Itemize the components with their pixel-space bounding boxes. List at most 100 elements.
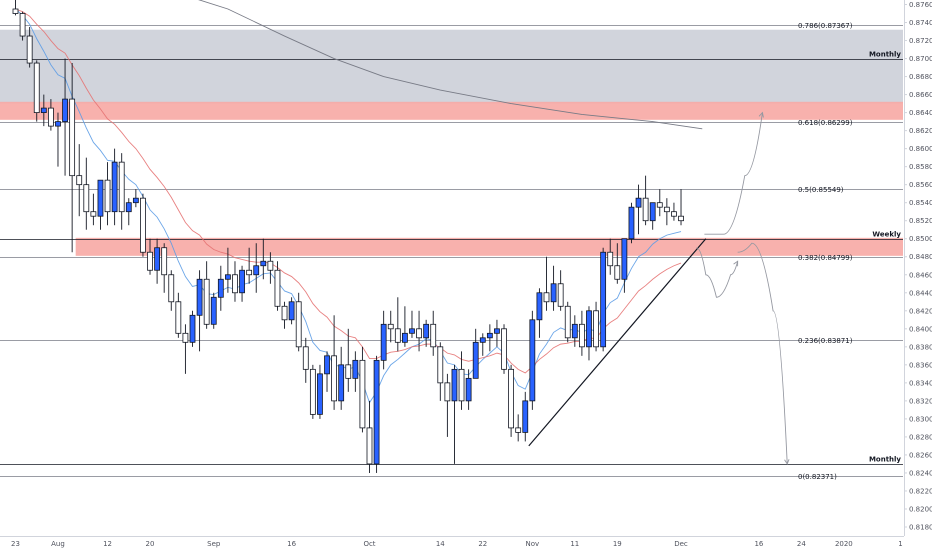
candle[interactable] (550, 265, 557, 311)
candle[interactable] (614, 243, 621, 284)
candle[interactable] (366, 400, 373, 473)
candle[interactable] (125, 198, 132, 226)
candle[interactable] (486, 324, 493, 352)
candle[interactable] (111, 148, 118, 226)
candle[interactable] (600, 247, 607, 352)
candle[interactable] (182, 324, 189, 374)
candle[interactable] (380, 310, 387, 370)
candle[interactable] (557, 270, 564, 311)
candle[interactable] (26, 27, 33, 68)
candle[interactable] (274, 261, 281, 311)
candle[interactable] (267, 252, 274, 284)
candle[interactable] (281, 301, 288, 329)
candle[interactable] (387, 310, 394, 343)
candle[interactable] (678, 189, 684, 226)
candle[interactable] (104, 162, 111, 226)
candle[interactable] (217, 265, 224, 311)
candle[interactable] (154, 238, 161, 284)
candle[interactable] (90, 193, 97, 226)
candle[interactable] (437, 342, 444, 401)
candle[interactable] (579, 310, 585, 356)
candle[interactable] (338, 346, 345, 410)
candle[interactable] (168, 270, 175, 311)
candle[interactable] (671, 202, 677, 221)
candle[interactable] (501, 324, 507, 374)
candle[interactable] (118, 153, 125, 230)
candle[interactable] (55, 112, 61, 167)
candle[interactable] (465, 369, 472, 410)
candle[interactable] (394, 297, 401, 352)
candle[interactable] (33, 60, 40, 122)
candle[interactable] (522, 391, 529, 442)
candle-body-bearish (656, 202, 663, 208)
candle[interactable] (161, 243, 168, 293)
candle[interactable] (472, 328, 479, 379)
candle[interactable] (543, 256, 550, 311)
candle[interactable] (564, 301, 571, 343)
candle[interactable] (97, 179, 104, 230)
candle[interactable] (593, 301, 599, 352)
candle[interactable] (324, 351, 330, 392)
candle[interactable] (373, 355, 380, 473)
candle[interactable] (210, 292, 217, 329)
candle[interactable] (416, 310, 422, 352)
ascending-trendline[interactable] (528, 238, 707, 447)
candle[interactable] (571, 315, 578, 347)
candle[interactable] (529, 310, 536, 410)
candle[interactable] (288, 297, 295, 325)
candle[interactable] (409, 310, 415, 338)
candle[interactable] (224, 247, 231, 293)
candle[interactable] (147, 238, 153, 275)
candle[interactable] (12, 0, 19, 16)
candle[interactable] (246, 247, 253, 284)
candle[interactable] (430, 310, 437, 356)
candle[interactable] (649, 202, 656, 230)
candle[interactable] (656, 189, 663, 217)
candle[interactable] (423, 319, 430, 347)
candle[interactable] (607, 238, 614, 275)
candle[interactable] (458, 351, 465, 410)
candle[interactable] (295, 292, 302, 352)
candle[interactable] (635, 184, 642, 235)
candle[interactable] (515, 414, 522, 442)
candle[interactable] (508, 364, 515, 437)
candle[interactable] (83, 157, 90, 230)
candle[interactable] (76, 144, 83, 217)
candle[interactable] (196, 270, 203, 352)
candle[interactable] (48, 99, 54, 131)
candle[interactable] (628, 202, 635, 244)
candle[interactable] (302, 337, 309, 383)
candle[interactable] (62, 58, 68, 176)
time-tick-label: 1 (898, 540, 902, 548)
candle[interactable] (479, 333, 486, 356)
candle[interactable] (175, 292, 182, 338)
candle[interactable] (444, 373, 451, 437)
candle[interactable] (189, 310, 196, 347)
candle[interactable] (317, 364, 323, 419)
candle[interactable] (260, 238, 267, 280)
candle[interactable] (536, 288, 543, 338)
candle[interactable] (331, 315, 338, 410)
candle[interactable] (352, 351, 359, 392)
candle[interactable] (309, 364, 316, 419)
candle[interactable] (642, 175, 649, 226)
candle[interactable] (132, 189, 139, 208)
candle[interactable] (586, 306, 592, 361)
candle[interactable] (239, 265, 245, 302)
candle[interactable] (40, 94, 47, 127)
candle[interactable] (345, 328, 352, 392)
candle[interactable] (359, 346, 366, 433)
candle[interactable] (494, 319, 500, 347)
candle[interactable] (451, 364, 458, 464)
candle[interactable] (232, 261, 238, 302)
candle[interactable] (19, 11, 26, 41)
candle[interactable] (621, 238, 628, 293)
candle[interactable] (140, 193, 146, 257)
candle[interactable] (253, 243, 260, 293)
candle[interactable] (203, 261, 210, 329)
candle[interactable] (69, 63, 76, 253)
candle[interactable] (401, 306, 408, 347)
candle[interactable] (663, 198, 670, 226)
